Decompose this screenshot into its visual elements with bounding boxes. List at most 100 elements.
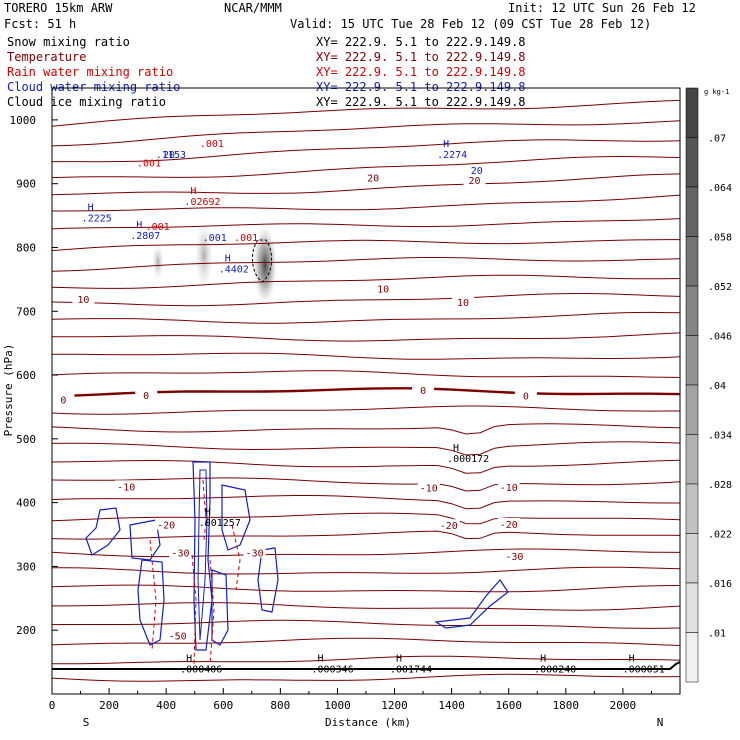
isotherm-label: 0 xyxy=(60,396,66,407)
x-tick-label: 800 xyxy=(270,699,290,712)
x-tick-label: 0 xyxy=(49,699,56,712)
max-marker: H xyxy=(629,654,635,665)
max-marker: H xyxy=(190,186,196,197)
x-tick-label: 1000 xyxy=(324,699,351,712)
isotherm xyxy=(52,423,680,435)
isotherm-label-bg xyxy=(362,171,385,183)
isotherm xyxy=(52,239,680,252)
isotherm xyxy=(52,530,680,540)
isotherm xyxy=(52,441,680,456)
isotherm-label: -50 xyxy=(169,632,187,643)
max-value: .001257 xyxy=(199,518,241,529)
isotherm-label-bg xyxy=(52,393,75,405)
isotherm xyxy=(52,155,680,179)
isotherm xyxy=(52,274,680,289)
rain-water-contour xyxy=(231,524,241,591)
isotherm-label: 0 xyxy=(523,392,529,403)
colorbar-swatch xyxy=(685,632,699,683)
max-marker: H xyxy=(225,254,231,265)
cloud-water-contours xyxy=(85,461,509,651)
colorbar-tick-label: .07 xyxy=(708,134,726,145)
x-tick-label: 600 xyxy=(213,699,233,712)
center-name: NCAR/MMM xyxy=(224,1,282,15)
field-name-cloud-ice: Cloud ice mixing ratio xyxy=(7,95,166,109)
colorbar-tick-label: .046 xyxy=(708,332,732,343)
colorbar-tick-label: .01 xyxy=(708,629,726,640)
y-tick-label: 1000 xyxy=(10,114,37,127)
isotherm xyxy=(52,332,680,342)
plot-area: -50 -30 -30 -30 -20 -20 -20 -10 -10 -10 0 0 0 0 10 10 10… xyxy=(52,99,680,682)
isotherm-label-bg xyxy=(412,384,435,395)
contour-level-label: .001 xyxy=(200,139,224,150)
y-axis-title: Pressure (hPa) xyxy=(2,344,15,437)
cloud-water-contour xyxy=(129,519,161,561)
max-marker: H xyxy=(186,654,192,665)
colorbar-swatch xyxy=(685,384,699,435)
isotherm-label-bg xyxy=(372,282,395,294)
isotherm-label-bg xyxy=(463,174,486,186)
isotherm-label-bg xyxy=(514,389,537,401)
isotherm-label: -10 xyxy=(500,483,518,494)
max-value: .000346 xyxy=(311,665,353,676)
max-marker: H xyxy=(453,443,459,454)
isotherm xyxy=(52,673,680,682)
isotherm-label: -30 xyxy=(171,549,189,560)
max-value: .2225 xyxy=(82,214,112,225)
isotherm xyxy=(52,459,680,474)
max-value: .2274 xyxy=(437,150,467,161)
isotherm-label-bg xyxy=(243,546,266,558)
x-axis: 0 200 400 600 800 1000 1200 1400 1600 1800 2000 xyxy=(49,688,652,712)
init-time: Init: 12 UTC Sun 26 Feb 12 xyxy=(508,1,696,15)
isotherm-label: 0 xyxy=(420,386,426,397)
surface-ground-line xyxy=(52,661,680,670)
x-tick-label: 400 xyxy=(156,699,176,712)
isotherm xyxy=(52,548,680,558)
isotherm xyxy=(52,584,680,593)
snow-shade-west xyxy=(195,221,213,289)
colorbar-tick-label: .028 xyxy=(708,480,732,491)
cloud-ice-contour xyxy=(252,239,272,283)
field-xy-temperature: XY= 222.9. 5.1 to 222.9.149.8 xyxy=(316,50,526,64)
colorbar-tick-label: .052 xyxy=(708,282,732,293)
max-marker: H xyxy=(396,654,402,665)
cloud-water-contour xyxy=(257,547,279,613)
max-value: .2807 xyxy=(130,231,160,242)
isotherm xyxy=(52,352,680,360)
snow-shading xyxy=(152,221,277,305)
x-tick-label: 1200 xyxy=(381,699,408,712)
isotherm-label: 10 xyxy=(377,285,389,296)
colorbar-tick-label: .016 xyxy=(708,579,732,590)
isotherm-label: -30 xyxy=(505,552,523,563)
isotherm-label: 20 xyxy=(367,174,379,185)
field-xy-rain: XY= 222.9. 5.1 to 222.9.149.8 xyxy=(316,65,526,79)
temperature-isotherms xyxy=(52,99,680,682)
isotherm xyxy=(52,99,680,127)
isotherm-label-bg xyxy=(72,292,95,304)
max-value: .1153 xyxy=(156,150,186,161)
isotherm-label: -20 xyxy=(157,521,175,532)
max-value: .000172 xyxy=(447,454,489,465)
end-label-left: S xyxy=(83,716,90,729)
isotherm xyxy=(52,512,680,525)
y-tick-label: 400 xyxy=(16,497,36,510)
isotherm xyxy=(52,311,680,324)
cloud-water-contour xyxy=(85,507,121,556)
colorbar-swatch xyxy=(685,434,699,485)
isotherm xyxy=(52,370,680,378)
colorbar-tick-label: .064 xyxy=(708,183,732,194)
isotherm xyxy=(52,218,680,230)
x-tick-label: 1800 xyxy=(553,699,580,712)
max-value: .001744 xyxy=(390,665,432,676)
isotherm-label: 20 xyxy=(468,176,480,187)
rain-water-contour xyxy=(149,539,157,651)
snow-shade-core xyxy=(253,225,277,305)
colorbar-swatch xyxy=(685,582,699,633)
isotherm-label-bg xyxy=(497,517,520,529)
isotherm xyxy=(52,637,680,646)
x-tick-label: 200 xyxy=(99,699,119,712)
field-xy-cloud-water: XY= 222.9. 5.1 to 222.9.149.8 xyxy=(316,80,526,94)
colorbar-swatch xyxy=(685,533,699,584)
colorbar-swatch xyxy=(685,186,699,237)
model-title: TORERO 15km ARW xyxy=(4,1,113,15)
isotherm xyxy=(52,566,680,575)
